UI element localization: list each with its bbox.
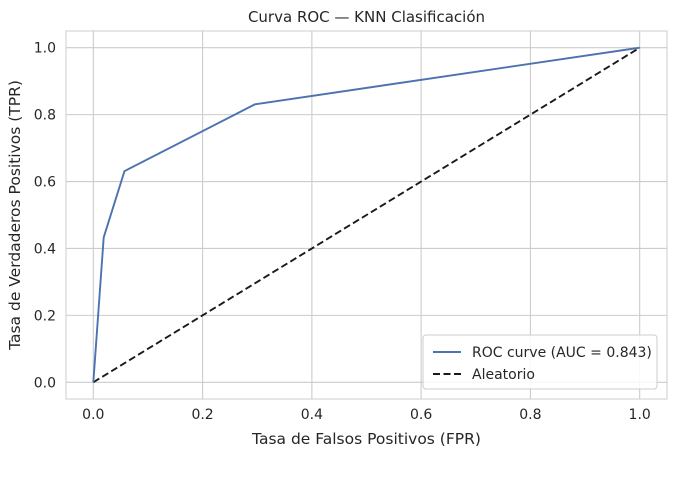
series-lines (92, 46, 641, 384)
x-tick-label: 1.0 (629, 407, 651, 423)
legend-label: ROC curve (AUC = 0.843) (472, 345, 652, 361)
y-axis-ticks: 0.0 0.2 0.4 0.6 0.8 1.0 (34, 41, 56, 392)
grid-lines (66, 31, 667, 399)
y-axis-label: Tasa de Verdaderos Positivos (TPR) (6, 80, 24, 351)
plot-frame (65, 30, 668, 400)
y-tick-label: 0.2 (34, 308, 56, 324)
y-tick-label: 0.0 (34, 375, 56, 391)
y-tick-label: 0.8 (34, 108, 56, 124)
random-baseline-line (92, 46, 641, 384)
y-tick-label: 0.4 (34, 241, 56, 257)
y-tick-label: 0.6 (34, 175, 56, 191)
x-tick-label: 0.0 (82, 407, 104, 423)
chart-title: Curva ROC — KNN Clasificación (248, 8, 485, 26)
x-axis-label: Tasa de Falsos Positivos (FPR) (251, 430, 481, 448)
roc-curve-line (92, 46, 640, 383)
x-tick-label: 0.8 (519, 407, 541, 423)
legend-box (422, 334, 658, 390)
x-tick-label: 0.6 (410, 407, 432, 423)
x-tick-label: 0.2 (191, 407, 213, 423)
legend-label: Aleatorio (472, 367, 535, 383)
y-tick-label: 1.0 (34, 41, 56, 57)
legend: ROC curve (AUC = 0.843) Aleatorio (422, 334, 658, 390)
x-axis-ticks: 0.0 0.2 0.4 0.6 0.8 1.0 (82, 407, 651, 423)
x-tick-label: 0.4 (301, 407, 323, 423)
